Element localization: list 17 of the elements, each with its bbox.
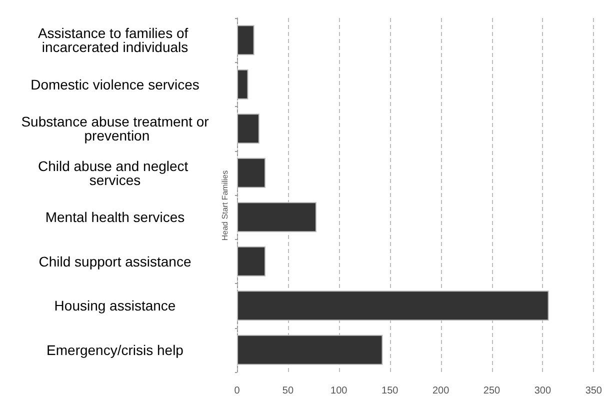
y-tick-label: Substance abuse treatment or prevention [21,114,210,144]
y-tick-label: Emergency/crisis help [46,342,184,358]
x-tick-label: 350 [585,386,602,396]
x-tick-label: 100 [330,386,348,396]
y-tick-label: Domestic violence services [30,76,200,92]
x-tick-label: 0 [234,386,240,396]
x-tick-label: 200 [432,386,450,396]
x-tick-label: 150 [382,386,399,396]
y-axis-title: Head Start Families [220,170,230,241]
y-tick-label: Mental health services [45,209,185,226]
y-tick-label: Housing assistance [54,298,176,314]
y-tick-label: Child abuse and neglect services [38,158,192,188]
x-tick-label: 250 [483,386,501,396]
x-tick-label: 50 [282,386,294,396]
x-tick-label: 300 [534,386,552,396]
y-tick-label: Assistance to families of incarcerated individuals [38,25,192,56]
y-tick-label: Child support assistance [38,253,192,270]
